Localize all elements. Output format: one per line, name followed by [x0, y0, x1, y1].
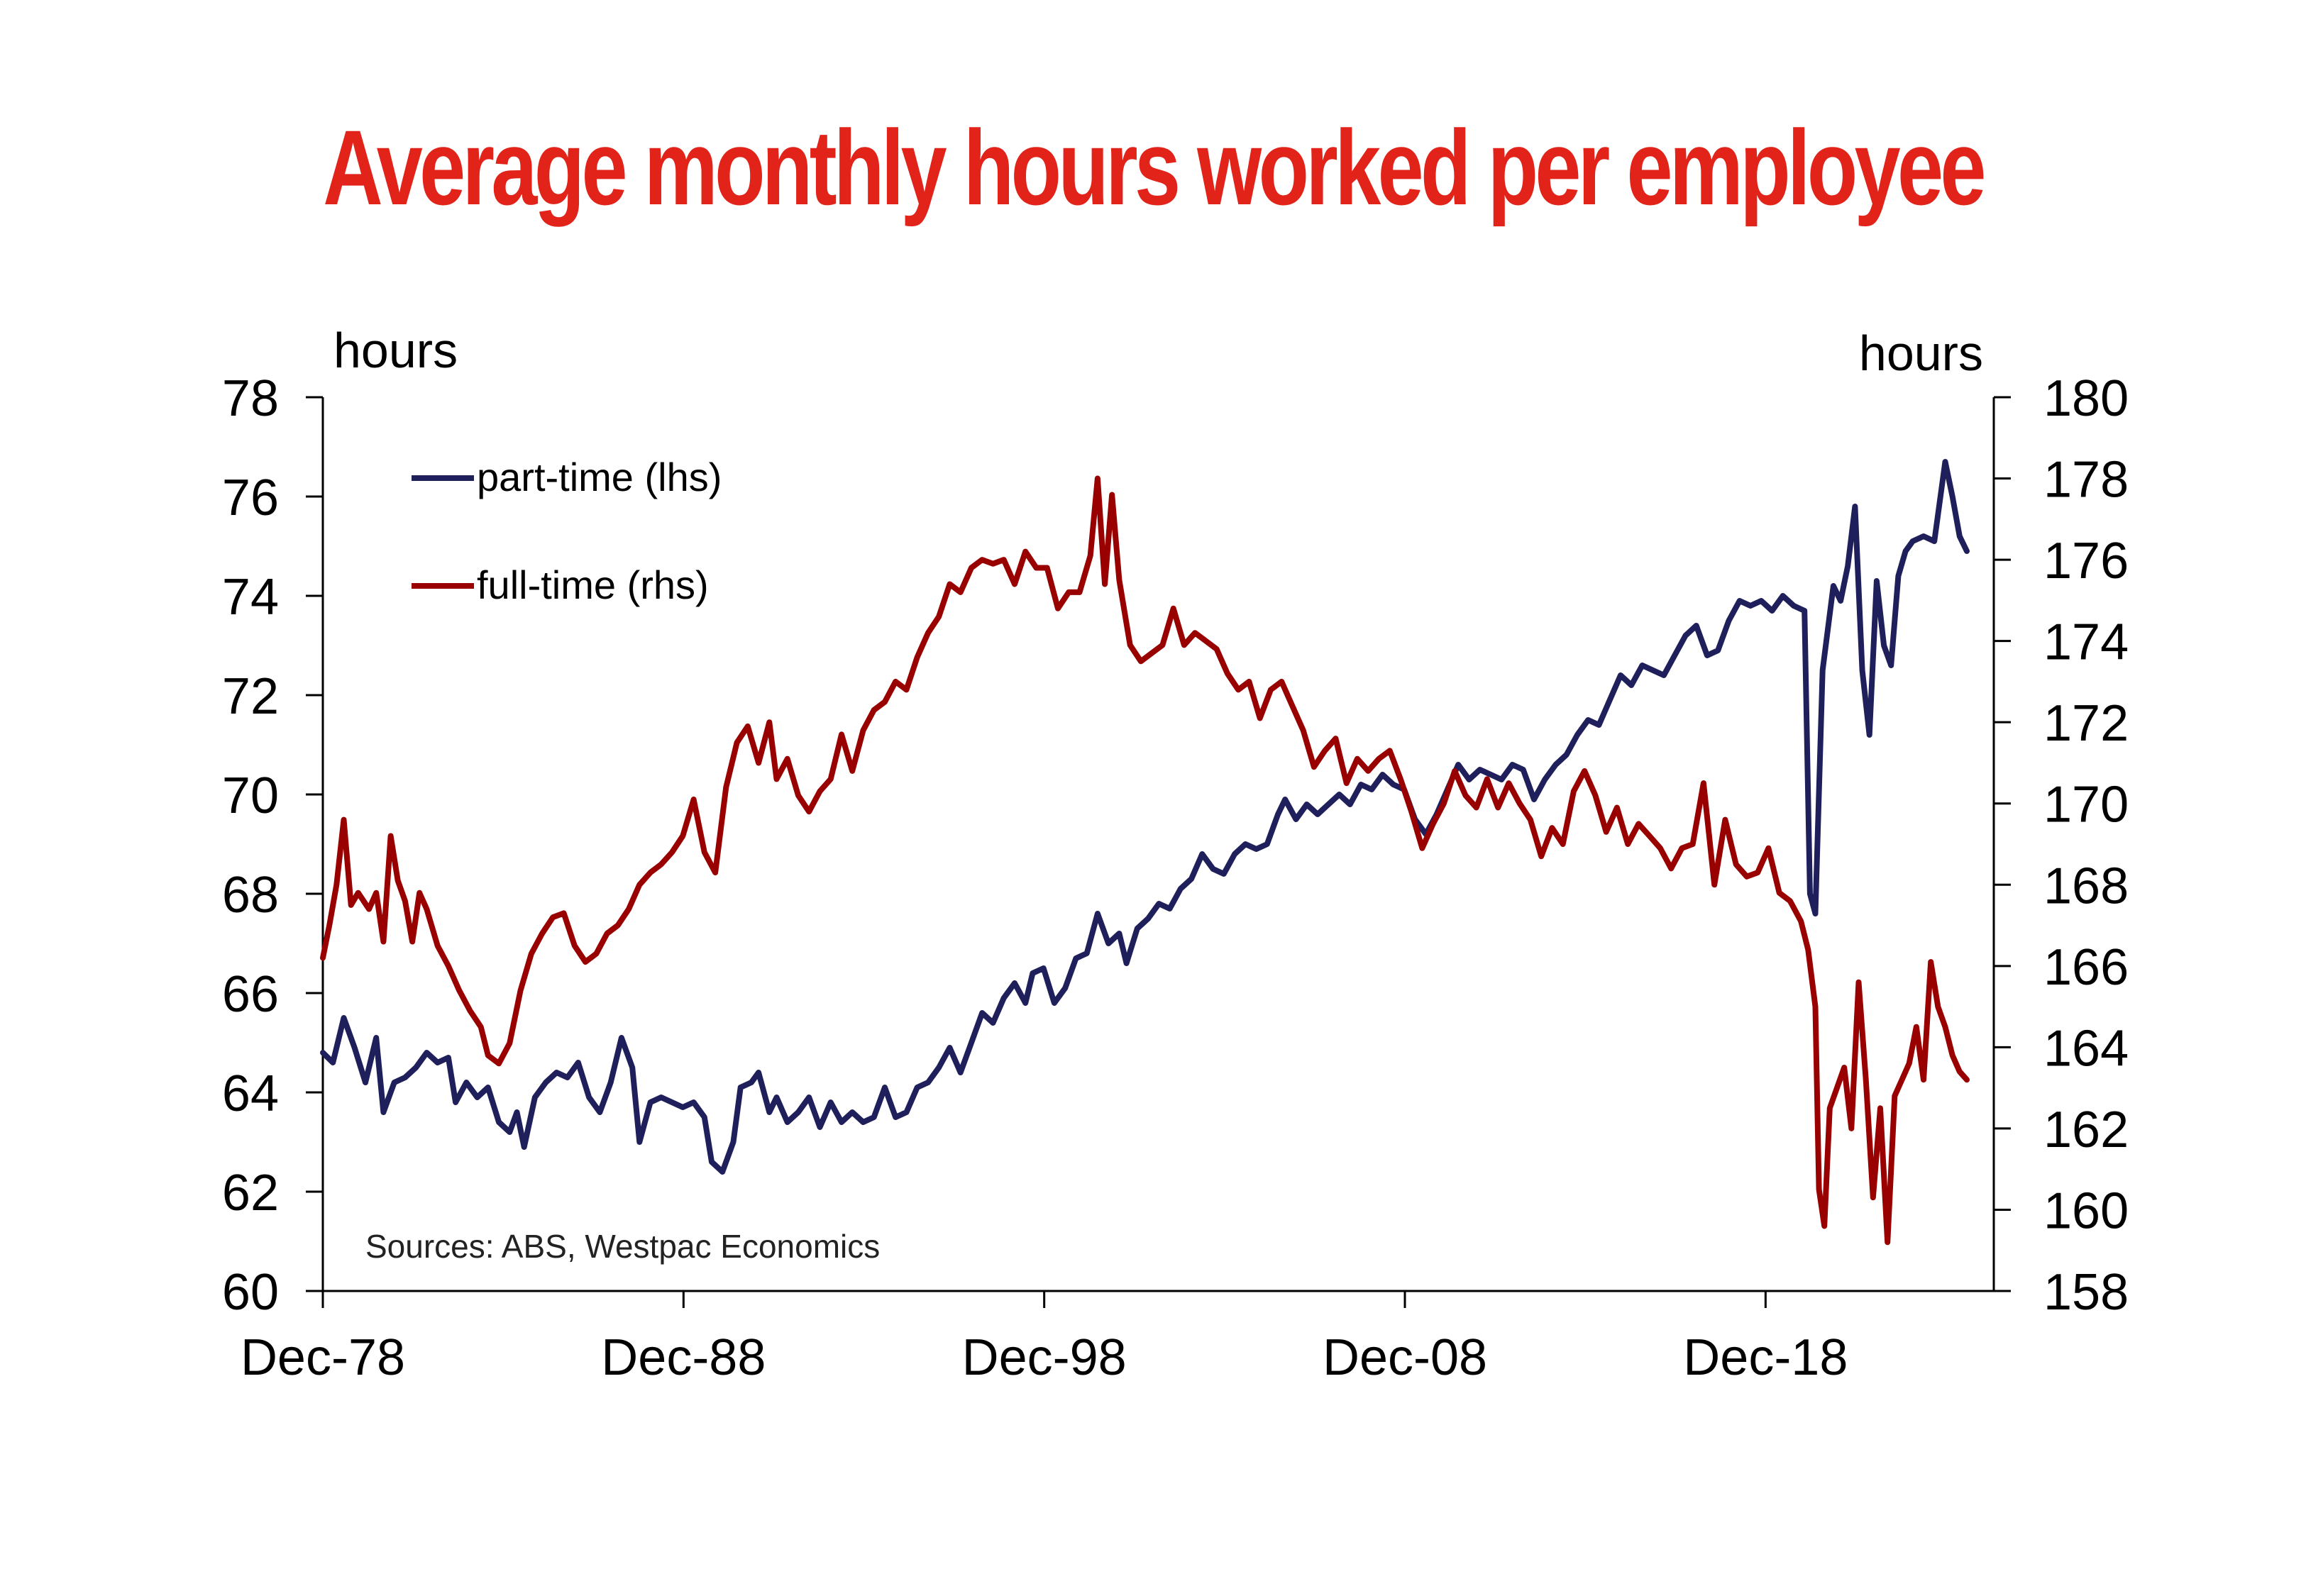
left-tick-label: 76 — [222, 470, 279, 526]
left-axis-unit: hours — [333, 323, 458, 378]
ticks-group: 60 62 64 66 68 70 72 74 76 78 158 160 162 164 166 168 17… — [222, 370, 2129, 1386]
source-note: Sources: ABS, Westpac Economics — [365, 1228, 880, 1265]
right-axis-unit: hours — [1859, 326, 1983, 381]
left-tick-label: 68 — [222, 867, 279, 924]
right-tick-label: 158 — [2043, 1264, 2129, 1321]
right-tick-label: 180 — [2043, 370, 2129, 427]
left-tick-label: 62 — [222, 1165, 279, 1221]
x-tick-label: Dec-78 — [241, 1329, 405, 1386]
right-tick-label: 164 — [2043, 1020, 2129, 1077]
x-tick-label: Dec-88 — [601, 1329, 766, 1386]
x-tick-label: Dec-18 — [1683, 1329, 1848, 1386]
right-tick-label: 166 — [2043, 939, 2129, 996]
chart-title: Average monthly hours worked per employe… — [323, 108, 1986, 227]
left-tick-label: 70 — [222, 767, 279, 824]
right-tick-label: 176 — [2043, 533, 2129, 589]
left-tick-label: 72 — [222, 668, 279, 725]
right-tick-label: 174 — [2043, 614, 2129, 671]
x-tick-label: Dec-98 — [962, 1329, 1127, 1386]
right-tick-label: 172 — [2043, 695, 2129, 752]
x-tick-label: Dec-08 — [1323, 1329, 1487, 1386]
axes-group — [321, 397, 1995, 1292]
series-line-full-time — [320, 475, 1970, 1246]
legend: part-time (lhs) full-time (rhs) — [412, 455, 722, 607]
left-tick-label: 74 — [222, 569, 279, 626]
left-tick-label: 78 — [222, 370, 279, 427]
series-group — [320, 459, 1970, 1246]
left-tick-label: 64 — [222, 1065, 279, 1122]
legend-label-full-time: full-time (rhs) — [477, 563, 709, 607]
right-tick-label: 170 — [2043, 777, 2129, 833]
right-tick-label: 168 — [2043, 858, 2129, 914]
legend-label-part-time: part-time (lhs) — [477, 455, 722, 499]
right-tick-label: 178 — [2043, 452, 2129, 509]
left-tick-label: 60 — [222, 1264, 279, 1321]
series-line-part-time — [320, 459, 1970, 1175]
right-tick-label: 162 — [2043, 1102, 2129, 1158]
right-tick-label: 160 — [2043, 1182, 2129, 1239]
left-tick-label: 66 — [222, 966, 279, 1023]
